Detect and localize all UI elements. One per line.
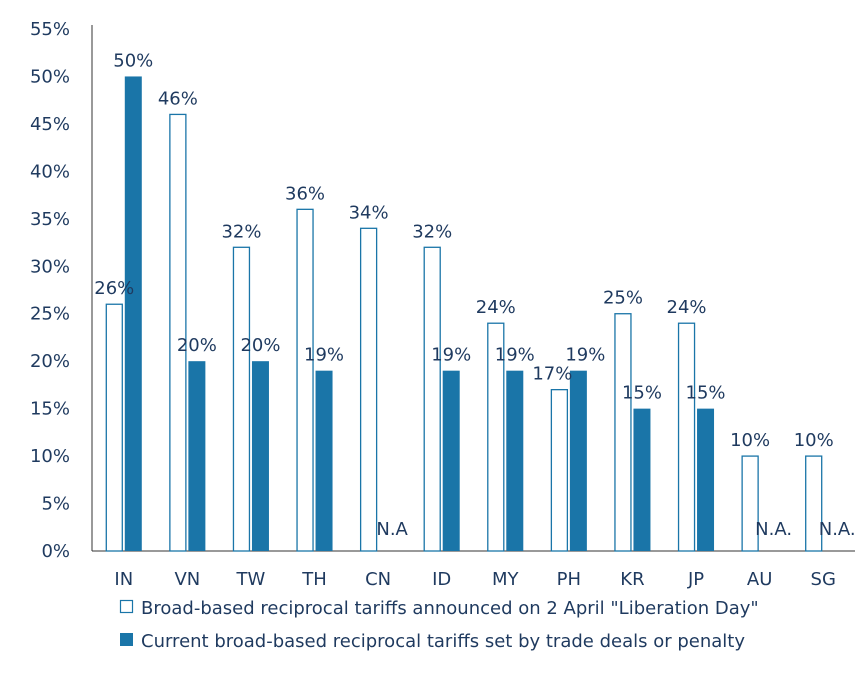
data-label-announced-au: 10% (730, 430, 770, 451)
data-label-current-id: 19% (431, 345, 471, 366)
data-label-current-kr: 15% (622, 383, 662, 404)
data-label-current-vn: 20% (177, 335, 217, 356)
bar-announced-th (296, 208, 314, 552)
data-label-announced-my: 24% (476, 297, 516, 318)
data-label-announced-kr: 25% (603, 288, 643, 309)
data-label-current-cn: N.A (376, 519, 408, 540)
bar-current-in (124, 76, 142, 552)
data-label-announced-id: 32% (412, 221, 452, 242)
y-tick-label: 45% (30, 114, 70, 135)
y-tick-label: 5% (41, 494, 70, 515)
y-tick-label: 10% (30, 446, 70, 467)
legend-label-announced: Broad-based reciprocal tariffs announced… (141, 598, 759, 619)
bar-current-th (315, 370, 333, 551)
bar-announced-ph (550, 389, 569, 552)
y-tick-label: 15% (30, 399, 70, 420)
y-tick-label: 55% (30, 19, 70, 40)
y-tick-label: 30% (30, 256, 70, 277)
data-label-current-in: 50% (113, 50, 153, 71)
data-label-current-my: 19% (495, 345, 535, 366)
bar-current-id (442, 370, 460, 551)
category-label-au: AU (747, 569, 773, 590)
bar-announced-in (105, 303, 123, 552)
bar-current-vn (188, 361, 206, 551)
y-axis-labels: 0% 5% 10% 15% 20% 25% 30% 35% 40% 45% 50% 55% (30, 19, 70, 562)
data-label-announced-cn: 34% (349, 202, 389, 223)
legend: Broad-based reciprocal tariffs announced… (119, 598, 759, 652)
bar-announced-cn (359, 227, 378, 552)
category-label-th: TH (301, 569, 327, 590)
category-label-in: IN (114, 569, 133, 590)
bar-announced-id (423, 246, 441, 552)
data-labels: 26% 50%46% 20% 32% 20% 36% 19% 34% N.A 32% 19% 24% 1… (94, 50, 855, 540)
y-tick-label: 20% (30, 351, 70, 372)
bar-current-ph (569, 370, 587, 551)
category-label-sg: SG (811, 569, 836, 590)
bar-announced-kr (614, 313, 632, 552)
data-label-announced-in: 26% (94, 278, 134, 299)
category-label-id: ID (432, 569, 451, 590)
category-labels: IN VN TW TH CN ID MY PH KR JP AU SG (114, 569, 835, 590)
category-label-my: MY (492, 569, 520, 590)
data-label-announced-jp: 24% (667, 297, 707, 318)
bar-announced-tw (232, 246, 251, 552)
category-label-jp: JP (687, 569, 704, 590)
y-tick-label: 25% (30, 304, 70, 325)
category-label-tw: TW (236, 569, 266, 590)
bars (105, 76, 823, 552)
data-label-announced-sg: 10% (794, 430, 834, 451)
data-label-announced-vn: 46% (158, 88, 198, 109)
data-label-current-jp: 15% (686, 383, 726, 404)
data-label-current-au: N.A. (755, 519, 792, 540)
bar-announced-sg (805, 455, 823, 552)
data-label-current-sg: N.A. (819, 519, 856, 540)
data-label-announced-tw: 32% (221, 221, 261, 242)
category-label-cn: CN (365, 569, 391, 590)
bar-current-kr (633, 408, 651, 551)
data-label-current-ph: 19% (565, 345, 605, 366)
data-label-current-th: 19% (304, 345, 344, 366)
legend-swatch-announced (119, 599, 134, 614)
category-label-vn: VN (174, 569, 200, 590)
data-label-current-tw: 20% (240, 335, 280, 356)
bar-announced-jp (677, 322, 696, 552)
category-label-ph: PH (557, 569, 581, 590)
data-label-announced-ph: 17% (532, 364, 572, 385)
y-tick-label: 35% (30, 209, 70, 230)
bar-announced-vn (169, 113, 187, 552)
bar-current-tw (251, 361, 269, 551)
category-label-kr: KR (620, 569, 644, 590)
bar-announced-my (487, 322, 505, 552)
y-tick-label: 0% (41, 541, 70, 562)
bar-current-jp (697, 408, 715, 551)
bar-current-my (506, 370, 524, 551)
y-tick-label: 40% (30, 161, 70, 182)
y-tick-label: 50% (30, 66, 70, 87)
bar-announced-au (741, 455, 759, 552)
axes (91, 25, 855, 552)
data-label-announced-th: 36% (285, 183, 325, 204)
legend-swatch-current (120, 633, 133, 646)
legend-label-current: Current broad-based reciprocal tariffs s… (141, 631, 745, 652)
